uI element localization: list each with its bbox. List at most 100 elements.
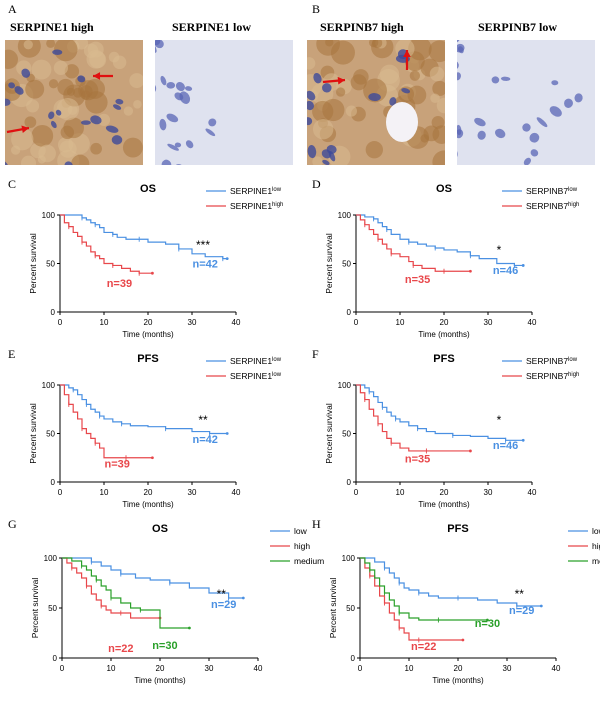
stain-patch xyxy=(372,40,383,49)
x-tick-label: 10 xyxy=(100,488,109,497)
stain-patch xyxy=(10,145,21,155)
y-tick-label: 0 xyxy=(351,654,356,663)
cell-nucleus xyxy=(474,117,486,127)
ihc-background xyxy=(457,40,595,165)
cell-nucleus xyxy=(322,159,330,165)
x-tick-label: 10 xyxy=(100,318,109,327)
n-label: n=35 xyxy=(405,274,430,286)
cell-nucleus xyxy=(495,128,506,139)
y-tick-label: 50 xyxy=(46,430,55,439)
stain-patch xyxy=(56,97,80,121)
y-axis-label: Percent survival xyxy=(328,578,338,639)
stain-patch xyxy=(90,142,102,155)
n-label: n=42 xyxy=(193,258,218,270)
stain-patch xyxy=(312,156,323,165)
cell-nucleus xyxy=(500,76,511,81)
y-tick-label: 0 xyxy=(347,308,352,317)
legend-label: SERPINB7low xyxy=(526,356,578,366)
y-axis-label: Percent survival xyxy=(324,233,334,294)
chart-title: PFS xyxy=(137,353,158,365)
cell-nucleus xyxy=(322,83,332,93)
x-tick-label: 0 xyxy=(60,664,65,673)
lumen xyxy=(386,102,418,142)
survival-curve-0 xyxy=(356,214,524,267)
cell-nucleus xyxy=(52,49,63,55)
significance-marker: *** xyxy=(196,238,210,252)
legend-entry: SERPINB7high xyxy=(502,371,579,381)
stain-patch xyxy=(112,55,127,70)
chart-title: OS xyxy=(152,523,168,535)
x-tick-label: 40 xyxy=(254,664,263,673)
stain-patch xyxy=(53,60,68,76)
curve-end-point xyxy=(521,264,525,267)
legend-label: SERPINB7high xyxy=(526,201,579,211)
x-tick-label: 20 xyxy=(454,664,463,673)
stain-patch xyxy=(71,154,90,165)
significance-marker: ** xyxy=(515,587,525,601)
legend-label: SERPINB7high xyxy=(526,371,579,381)
cell-nucleus xyxy=(389,97,397,106)
curve-end-point xyxy=(151,271,154,275)
stain-patch xyxy=(46,40,56,48)
survival-curve-1 xyxy=(60,384,153,459)
chart-title: PFS xyxy=(447,523,468,535)
cell-nucleus xyxy=(368,93,381,102)
cell-nucleus xyxy=(14,86,24,95)
stain-patch xyxy=(335,87,346,97)
ihc-title-serpinb7-high: SERPINB7 high xyxy=(320,20,404,34)
significance-marker: ** xyxy=(198,413,208,427)
x-tick-label: 0 xyxy=(354,318,359,327)
x-axis-label: Time (months) xyxy=(122,330,174,339)
stain-patch xyxy=(122,137,143,158)
stain-patch xyxy=(409,70,421,81)
curve-end-point xyxy=(188,626,191,630)
ihc-image-serpine1-low xyxy=(155,40,293,165)
stain-patch xyxy=(63,117,84,139)
cell-nucleus xyxy=(307,145,317,159)
cell-nucleus xyxy=(115,98,124,105)
cell-nucleus xyxy=(574,93,583,103)
x-tick-label: 30 xyxy=(484,318,493,327)
y-tick-label: 100 xyxy=(44,554,58,563)
stain-patch xyxy=(432,125,445,144)
arrow-head xyxy=(337,76,345,85)
y-tick-label: 50 xyxy=(48,604,57,613)
survival-curve-1 xyxy=(62,557,160,619)
curve-end-point xyxy=(521,438,525,442)
cell-nucleus xyxy=(64,161,73,165)
y-tick-label: 50 xyxy=(46,260,55,269)
cell-nucleus xyxy=(522,123,531,132)
arrow-head xyxy=(403,50,411,58)
cell-nucleus xyxy=(174,142,182,148)
stain-patch xyxy=(123,106,134,116)
cell-nucleus xyxy=(551,80,559,86)
legend-entry: low xyxy=(270,526,308,536)
x-tick-label: 10 xyxy=(405,664,414,673)
km-chart-f: PFS 0 10 20 30 40 0 50 100 Time (months) Percent s… xyxy=(324,353,579,509)
y-tick-label: 50 xyxy=(346,604,355,613)
cell-nucleus xyxy=(179,91,191,104)
x-tick-label: 40 xyxy=(232,488,241,497)
stain-patch xyxy=(26,99,40,113)
red-arrow xyxy=(6,125,30,134)
survival-curve-1 xyxy=(360,557,463,641)
legend-label: medium xyxy=(294,556,324,566)
significance-marker: * xyxy=(497,243,502,257)
ihc-title-serpinb7-low: SERPINB7 low xyxy=(478,20,558,34)
x-tick-label: 0 xyxy=(358,664,363,673)
y-tick-label: 100 xyxy=(42,381,56,390)
curve-end-point xyxy=(486,618,489,622)
survival-curve-0 xyxy=(60,384,228,435)
arrow-head xyxy=(93,72,101,80)
arrow-head xyxy=(21,125,29,134)
n-label: n=30 xyxy=(152,640,177,652)
legend-entry: high xyxy=(270,541,310,551)
survival-curve-0 xyxy=(360,557,542,607)
x-tick-label: 40 xyxy=(232,318,241,327)
n-label: n=46 xyxy=(493,440,518,452)
panel-label-c: C xyxy=(8,177,17,191)
legend-label: SERPINE1low xyxy=(230,356,282,366)
panel-label-e: E xyxy=(8,347,16,361)
cell-nucleus xyxy=(307,117,313,126)
ihc-image-serpinb7-low xyxy=(457,40,595,165)
